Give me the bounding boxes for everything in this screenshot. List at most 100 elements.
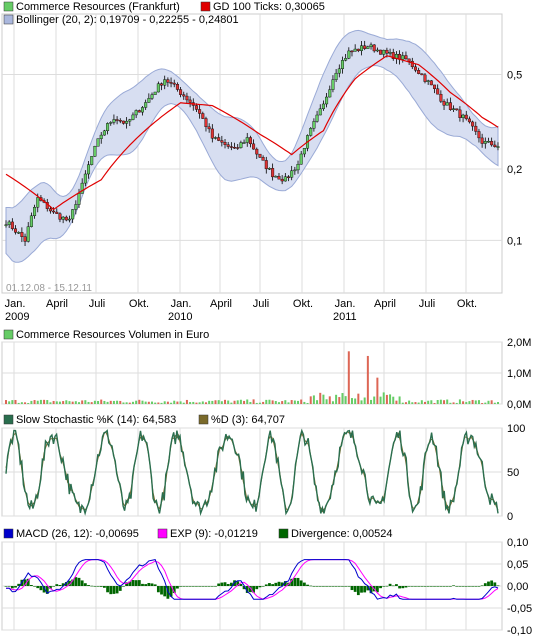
candle-body [160,83,164,86]
divergence-bar [455,586,459,587]
volume-bar [14,399,17,404]
stochastic-panel: Slow Stochastic %K (14): 64,583 %D (3): … [1,414,525,523]
volume-bar [128,402,131,404]
divergence-bar [207,586,211,587]
divergence-bar [77,577,81,586]
volume-bar [306,402,309,404]
divergence-bar [306,584,309,586]
price-y-tick-label: 0,5 [507,70,522,82]
candle-body [156,83,160,93]
divergence-bar [150,583,154,586]
divergence-bar [360,586,363,593]
candle-body [271,168,275,178]
candle-body [315,114,319,122]
candle-body [280,178,284,182]
divergence-bar [7,585,11,587]
candle-body [33,207,37,217]
price-x-year-label: 2009 [5,311,29,323]
volume-bar [481,403,484,404]
volume-bar [198,402,201,404]
divergence-bar [271,584,275,586]
candle-body [36,197,40,208]
divergence-bar [131,580,135,586]
divergence-bar [17,583,21,586]
candle-body [490,140,494,146]
divergence-bar [103,586,106,588]
volume-bar [328,396,331,404]
divergence-bar [242,586,246,590]
volume-bar [97,401,100,404]
volume-bar [217,400,220,404]
divergence-bar [496,585,500,587]
divergence-bar [391,585,395,587]
candle-body [201,113,205,119]
stochastic-y-tick-label: 50 [507,467,519,479]
candle-body [264,160,268,170]
divergence-bar [458,586,462,587]
divergence-bar [448,586,452,587]
divergence-bar [487,581,490,586]
volume-bar [224,399,227,404]
divergence-bar [252,586,255,593]
divergence-bar [296,577,300,586]
volume-bar [236,400,239,404]
candle-body [115,119,119,121]
divergence-bar [439,586,443,587]
divergence-bar [337,586,341,587]
moving-average-line [5,55,499,211]
divergence-bar [401,586,405,589]
candle-body [109,122,113,124]
divergence-bar [436,586,440,587]
candle-body [401,55,405,60]
volume-bar [497,402,499,404]
stochastic-legend-label-d: %D (3): 64,707 [211,414,285,426]
candle-body [150,94,154,99]
divergence-bar [258,586,262,588]
divergence-bar [185,586,189,587]
candle-body [96,138,100,147]
volume-bar [195,402,198,404]
volume-bar [446,399,449,404]
candle-body [140,107,144,113]
volume-bar [408,400,411,404]
volume-bar [331,401,334,404]
divergence-bar [134,580,138,586]
candle-body [172,82,176,85]
divergence-bar [299,580,303,586]
volume-bar [243,400,246,404]
volume-bar [265,399,268,404]
volume-bar [420,400,423,404]
volume-bar [354,398,357,404]
volume-bar [471,399,474,404]
divergence-bar [420,586,424,587]
volume-bar [312,395,315,404]
divergence-bar [264,584,268,586]
candle-body [106,123,110,132]
volume-bar [27,402,30,404]
volume-bar [462,401,465,404]
candle-body [455,108,459,111]
volume-bar [404,402,407,404]
volume-bar [427,400,430,404]
candle-body [144,102,148,108]
price-x-tick-label: Jan. [5,298,26,310]
candle-body [356,48,360,51]
stochastic-legend-swatch-k [3,414,14,425]
price-x-tick-label: Okt. [293,298,313,310]
divergence-bar [474,586,478,587]
divergence-bar [464,586,468,587]
candle-body [321,103,325,110]
divergence-bar [468,586,471,587]
volume-bar [214,400,217,404]
volume-bar [360,400,363,404]
volume-marks [5,351,499,404]
macd-panel: MACD (26, 12): -0,00695 EXP (9): -0,0121… [1,528,532,637]
divergence-bar [33,586,36,587]
divergence-bar [366,586,370,591]
candle-body [299,153,303,165]
candle-body [448,102,452,110]
volume-y-ticks: 2,0M 1,0M 0,0M [507,337,531,411]
candle-body [137,110,141,113]
volume-bar [49,402,52,404]
candle-body [420,73,424,76]
